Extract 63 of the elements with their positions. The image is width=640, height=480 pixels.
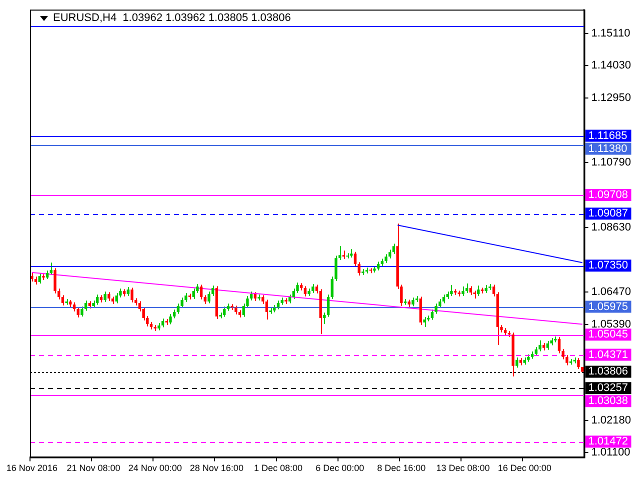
- candlestick: [96, 294, 99, 306]
- x-tick-label: 28 Nov 16:00: [190, 463, 244, 474]
- candlestick: [292, 288, 295, 300]
- candlestick: [80, 306, 84, 317]
- candlestick: [130, 287, 134, 303]
- candlestick: [115, 292, 118, 304]
- candlestick: [265, 299, 268, 320]
- ref-line-label: 1.11380: [588, 142, 628, 155]
- candlestick: [304, 286, 307, 297]
- candlestick: [462, 286, 464, 296]
- y-tick-label: 1.15110: [591, 27, 630, 40]
- ref-line-label: 1.05045: [588, 328, 628, 341]
- y-tick-label: 1.05390: [591, 318, 632, 330]
- candlestick: [450, 284, 453, 296]
- candlestick: [200, 284, 203, 300]
- candlestick: [50, 262, 53, 276]
- x-tick-label: 1 Dec 08:00: [254, 463, 303, 474]
- x-tick-label: 16 Nov 2016: [6, 463, 58, 474]
- candlestick: [38, 273, 41, 284]
- candlestick: [326, 294, 330, 318]
- candlestick: [176, 303, 180, 314]
- candlestick: [423, 316, 426, 328]
- candlestick: [392, 243, 396, 254]
- candlestick: [169, 314, 172, 325]
- candlestick: [577, 358, 580, 370]
- candlestick: [516, 357, 518, 368]
- ref-line-label: 1.09087: [588, 208, 628, 220]
- y-tick-label: 1.10790: [591, 156, 632, 169]
- ref-line-label: 1.05975: [588, 300, 628, 313]
- candlestick: [419, 296, 422, 326]
- y-tick-label: 1.06470: [591, 286, 632, 298]
- candlestick: [558, 336, 561, 354]
- candlestick: [208, 291, 210, 304]
- y-tick-label: 1.08630: [591, 221, 632, 234]
- ref-line-label: 1.03257: [588, 382, 628, 394]
- x-tick-label: 16 Dec 00:00: [498, 463, 552, 474]
- candlestick: [477, 285, 480, 296]
- x-tick-label: 6 Dec 00:00: [316, 463, 364, 474]
- x-tick-label: 21 Nov 08:00: [66, 463, 120, 474]
- ref-line-label: 1.03806: [588, 366, 628, 378]
- candlestick: [104, 291, 106, 302]
- ref-line-label: 1.04371: [588, 348, 628, 361]
- ref-line-label: 1.01472: [588, 436, 628, 448]
- candlestick: [323, 312, 326, 324]
- y-tick-label: 1.02180: [591, 414, 632, 426]
- x-tick-label: 24 Nov 00:00: [128, 463, 182, 474]
- candlestick: [430, 309, 434, 320]
- candlestick: [76, 306, 80, 318]
- x-tick-label: 13 Dec 08:00: [436, 463, 490, 474]
- y-tick-label: 1.12950: [591, 92, 632, 104]
- ref-line-label: 1.09708: [588, 189, 628, 202]
- x-tick-label: 8 Dec 16:00: [377, 463, 426, 474]
- candlestick: [466, 283, 468, 294]
- candlestick: [54, 268, 56, 294]
- candlestick: [192, 288, 195, 300]
- chart-title: EURUSD,H4 1.03962 1.03962 1.03805 1.03806: [53, 12, 291, 24]
- candlestick: [223, 306, 226, 318]
- ref-line-label: 1.07350: [588, 260, 628, 272]
- candlestick: [538, 340, 542, 352]
- ref-line-label: 1.03038: [588, 395, 628, 408]
- y-tick-label: 1.14030: [591, 60, 632, 72]
- ref-line-label: 1.11685: [588, 130, 628, 142]
- y-tick-label: 1.01100: [591, 446, 630, 459]
